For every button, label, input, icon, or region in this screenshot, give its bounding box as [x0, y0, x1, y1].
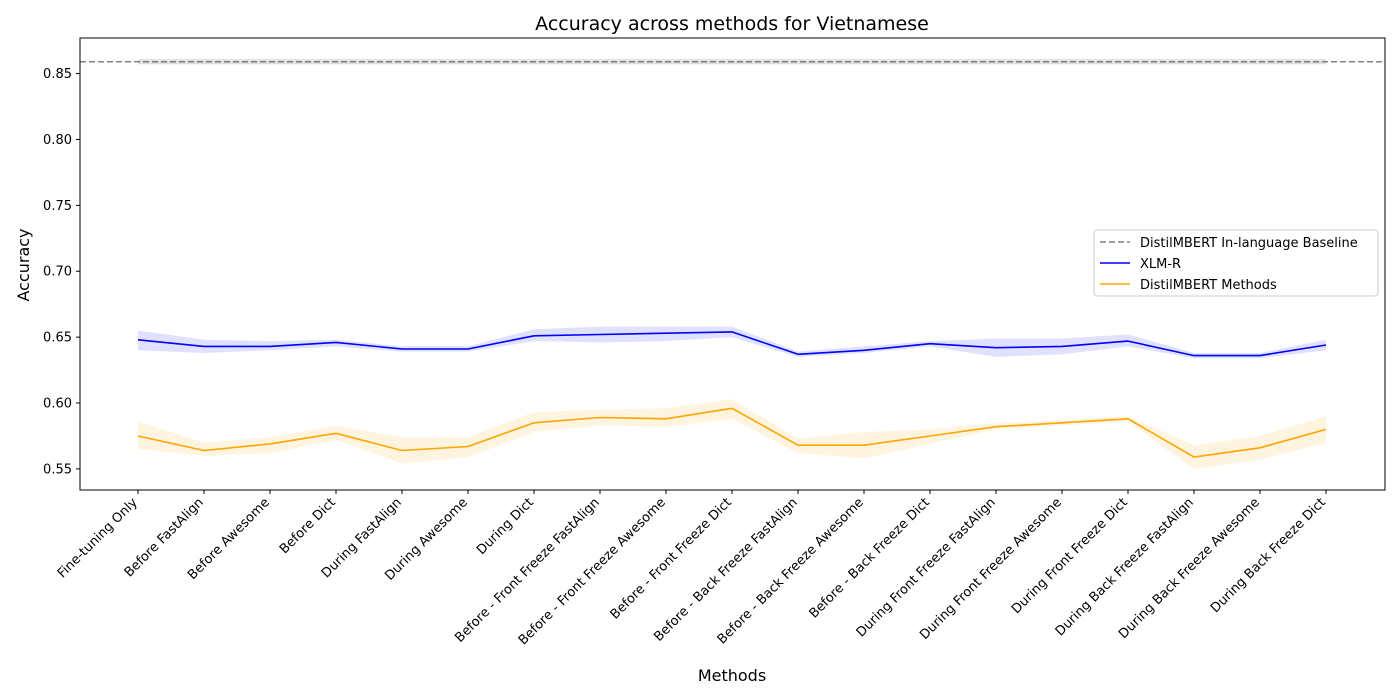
series-0-point-11: [863, 350, 865, 352]
series-0-point-1: [203, 346, 205, 348]
legend-label-baseline: DistilMBERT In-language Baseline: [1140, 236, 1358, 251]
series-line-0: [137, 331, 1327, 357]
series-0-point-18: [1325, 344, 1327, 346]
series-1-point-13: [995, 426, 997, 428]
y-tick-label: 0.65: [43, 331, 72, 346]
legend-frame: [1093, 229, 1379, 297]
series-1-point-16: [1193, 456, 1195, 458]
series-1-point-10: [797, 444, 799, 446]
series-1-point-15: [1127, 418, 1129, 420]
y-axis: 0.55 0.60 0.65 0.70 0.75 0.80 0.85: [43, 67, 80, 477]
series-0-point-5: [467, 348, 469, 350]
series-1-point-6: [533, 422, 535, 424]
series-0-point-0: [137, 339, 139, 341]
y-tick-label: 0.75: [43, 199, 72, 214]
y-tick-label: 0.80: [43, 133, 72, 148]
series-0-point-15: [1127, 340, 1129, 342]
series-1-point-17: [1259, 447, 1261, 449]
series-line-1: [137, 407, 1327, 458]
series-lines: [137, 331, 1327, 458]
series-0-point-12: [929, 343, 931, 345]
series-0-point-6: [533, 335, 535, 337]
confidence-band-0: [138, 326, 1326, 359]
baseline-layer: [80, 59, 1385, 65]
series-1-point-7: [599, 417, 601, 419]
series-0-point-4: [401, 348, 403, 350]
confidence-band-1: [138, 399, 1326, 469]
y-tick-label: 0.60: [43, 397, 72, 412]
y-axis-title: Accuracy: [14, 228, 33, 301]
series-1-point-9: [731, 408, 733, 410]
series-1-point-4: [401, 450, 403, 452]
series-1-point-18: [1325, 429, 1327, 431]
series-1-point-2: [269, 443, 271, 445]
series-1-point-8: [665, 418, 667, 420]
series-1-point-11: [863, 444, 865, 446]
series-0-point-3: [335, 342, 337, 344]
legend-label-xlm-r: XLM-R: [1140, 257, 1181, 272]
series-1-point-0: [137, 435, 139, 437]
series-1-point-3: [335, 433, 337, 435]
series-1-point-1: [203, 450, 205, 452]
series-1-point-14: [1061, 422, 1063, 424]
y-tick-label: 0.85: [43, 67, 72, 82]
series-0-point-9: [731, 331, 733, 333]
series-0-point-14: [1061, 346, 1063, 348]
y-tick-label: 0.55: [43, 462, 72, 477]
series-0-point-13: [995, 347, 997, 349]
series-0-point-2: [269, 346, 271, 348]
x-axis-title: Methods: [698, 666, 766, 685]
series-1-point-5: [467, 446, 469, 448]
confidence-bands: [138, 326, 1326, 469]
series-0-point-8: [665, 332, 667, 334]
y-tick-label: 0.70: [43, 265, 72, 280]
series-1-point-12: [929, 435, 931, 437]
series-0-point-16: [1193, 355, 1195, 357]
chart-title: Accuracy across methods for Vietnamese: [535, 13, 929, 35]
series-0-point-7: [599, 334, 601, 336]
legend: DistilMBERT In-language Baseline XLM-R D…: [1093, 229, 1379, 297]
series-0-point-10: [797, 354, 799, 356]
series-0-point-17: [1259, 355, 1261, 357]
legend-label-distilmbert: DistilMBERT Methods: [1140, 278, 1277, 293]
